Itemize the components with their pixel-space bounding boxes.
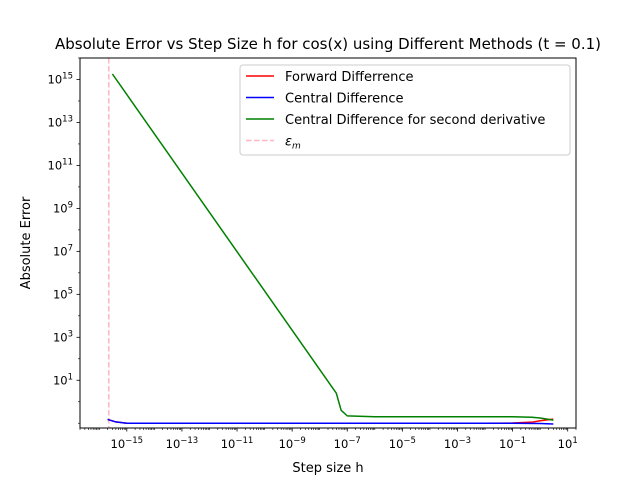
y-tick-label: 101 (53, 372, 73, 387)
series-line-1 (107, 418, 554, 425)
x-tick-label-base: 10 (444, 437, 459, 451)
x-tick-label: 10−1 (499, 436, 526, 451)
y-tick-label: 109 (53, 200, 73, 215)
y-tick-label-exponent: 13 (62, 114, 73, 124)
y-tick-label: 107 (53, 243, 73, 258)
legend-epsilon: ε (285, 135, 292, 150)
x-tick-label-exponent: −5 (403, 436, 416, 446)
legend-epsilon-subscript: m (292, 142, 301, 152)
legend-entry-label: Central Difference (285, 92, 404, 107)
legend-entry-label: εm (285, 135, 301, 152)
x-axis-label: Step size h (292, 461, 363, 476)
y-tick-label: 1011 (48, 157, 73, 172)
y-tick-label-exponent: 5 (68, 286, 73, 296)
x-tick-label-base: 10 (558, 437, 573, 451)
y-tick-label-base: 10 (53, 330, 68, 344)
x-tick-label-exponent: −3 (459, 436, 472, 446)
x-tick-label-base: 10 (389, 437, 404, 451)
y-tick-label-base: 10 (48, 72, 63, 86)
x-tick-label: 10−9 (279, 436, 306, 451)
y-tick-label-base: 10 (53, 373, 68, 387)
x-tick-label-exponent: 1 (572, 436, 577, 446)
x-tick-label: 10−7 (334, 436, 361, 451)
x-tick-label: 10−11 (221, 436, 254, 451)
y-tick-label-base: 10 (53, 287, 68, 301)
x-tick-label-exponent: −11 (235, 436, 253, 446)
series-line-2 (111, 73, 554, 421)
y-tick-label-exponent: 11 (62, 157, 73, 167)
y-tick-label-base: 10 (53, 201, 68, 215)
x-tick-label-exponent: −1 (514, 436, 527, 446)
legend-entry-label: Forward Differrence (285, 70, 414, 85)
y-axis-label: Absolute Error (19, 196, 34, 289)
y-tick-label-base: 10 (48, 158, 63, 172)
y-tick-label: 1013 (48, 114, 73, 129)
plot-area (107, 58, 554, 428)
y-tick-label-base: 10 (48, 115, 63, 129)
legend: Forward Differrence Central Difference Cen… (239, 64, 571, 156)
y-tick-label: 105 (53, 286, 73, 301)
x-tick-label-base: 10 (166, 437, 181, 451)
chart-title: Absolute Error vs Step Size h for cos(x)… (55, 35, 601, 53)
x-tick-label-base: 10 (111, 437, 126, 451)
x-tick-label-exponent: −7 (348, 436, 361, 446)
y-tick-label-exponent: 15 (62, 71, 73, 81)
y-tick-label-exponent: 7 (68, 243, 73, 253)
x-tick-label: 10−13 (166, 436, 199, 451)
plot-frame (79, 57, 577, 429)
y-tick-label-exponent: 3 (68, 329, 73, 339)
legend-entry-label: Central Difference for second derivative (285, 113, 545, 128)
x-tick-label: 10−3 (444, 436, 471, 451)
x-tick-label-exponent: −13 (180, 436, 198, 446)
y-tick-label: 1015 (48, 71, 73, 86)
x-tick-label-base: 10 (334, 437, 349, 451)
x-tick-label-base: 10 (221, 437, 236, 451)
y-tick-label-exponent: 9 (68, 200, 73, 210)
legend-box (239, 64, 571, 156)
x-tick-label: 10−5 (389, 436, 416, 451)
x-tick-label: 101 (558, 436, 578, 451)
x-tick-label: 10−15 (111, 436, 144, 451)
x-tick-label-base: 10 (279, 437, 294, 451)
y-tick-label-base: 10 (53, 244, 68, 258)
y-tick-label: 103 (53, 329, 73, 344)
x-tick-label-base: 10 (499, 437, 514, 451)
x-tick-label-exponent: −15 (125, 436, 143, 446)
y-tick-label-exponent: 1 (68, 372, 73, 382)
x-tick-label-exponent: −9 (293, 436, 306, 446)
